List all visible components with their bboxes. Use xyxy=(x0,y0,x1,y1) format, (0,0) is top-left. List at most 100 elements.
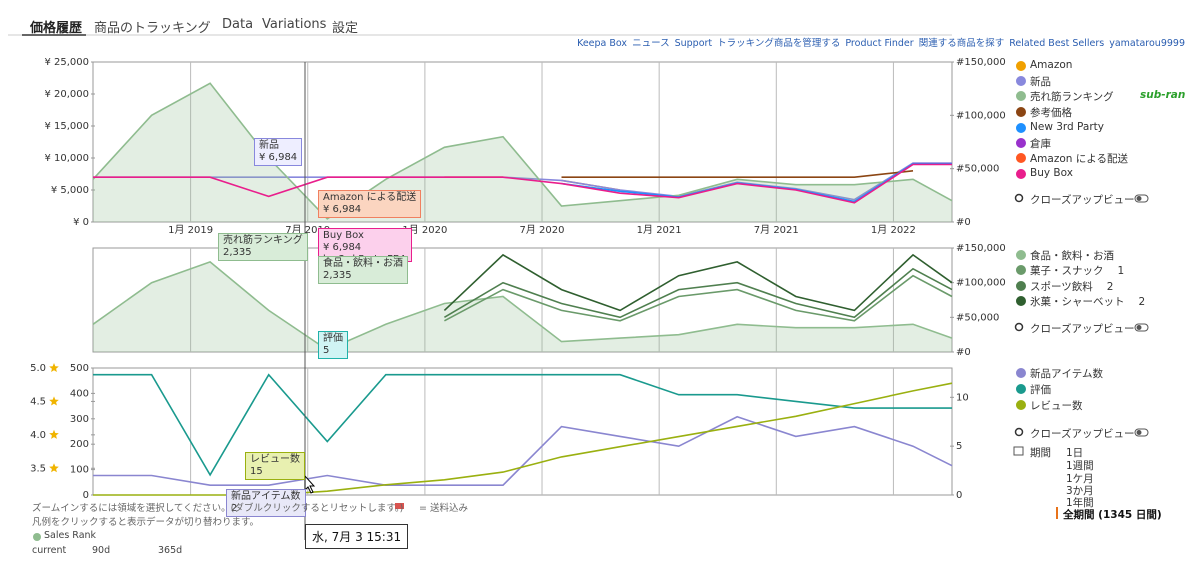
tooltip-label: Amazon による配送 xyxy=(323,192,417,203)
series-line xyxy=(93,162,952,201)
legend-item[interactable]: Amazon xyxy=(1030,59,1072,71)
top-link[interactable]: ニュース xyxy=(632,38,670,49)
top-link[interactable]: yamatarou9999 xyxy=(1109,38,1185,49)
crosshair-date: 水, 7月 3 15:31 xyxy=(305,524,409,549)
closeup-toggle[interactable]: クローズアップビュー xyxy=(1030,428,1135,440)
tooltip: Amazon による配送 ¥ 6,984 xyxy=(318,190,422,218)
tooltip-value: ¥ 6,984 xyxy=(323,204,362,215)
axis-tick-label: #50,000 xyxy=(956,312,999,323)
legend-dot xyxy=(1016,169,1026,179)
series-area xyxy=(93,261,952,352)
series-area xyxy=(93,83,952,222)
axis-tick-label: 0 xyxy=(83,490,89,501)
top-link[interactable]: Support xyxy=(674,38,713,49)
legend-item[interactable]: 評価 xyxy=(1030,382,1051,397)
legend-item[interactable]: Amazon による配送 xyxy=(1030,151,1128,166)
legend-item[interactable]: 参考価格 xyxy=(1030,105,1072,120)
tooltip: 新品アイテム数 2 xyxy=(226,489,306,517)
axis-tick-label: ¥ 10,000 xyxy=(44,153,89,164)
tab[interactable]: 商品のトラッキング xyxy=(94,21,211,36)
legend-label: 倉庫 xyxy=(1030,138,1051,150)
top-link[interactable]: Product Finder xyxy=(845,38,914,49)
series-line xyxy=(443,253,953,312)
x-tick-label: 1月 2022 xyxy=(871,224,916,236)
tooltip-label: 食品・飲料・お酒 xyxy=(323,258,403,269)
axis-tick-label: 500 xyxy=(70,363,89,374)
legend-item[interactable]: 売れ筋ランキング xyxy=(1030,89,1114,104)
axis-tick-label: ¥ 15,000 xyxy=(44,121,89,132)
series-line xyxy=(93,163,952,204)
closeup-toggle[interactable]: クローズアップビュー xyxy=(1030,194,1135,206)
legend-badge: 2 xyxy=(1138,296,1146,308)
search-icon xyxy=(1014,427,1024,437)
legend-item[interactable]: スポーツ飲料 2 xyxy=(1030,279,1113,294)
legend-item[interactable]: New 3rd Party xyxy=(1030,121,1104,133)
truck-icon xyxy=(395,503,404,509)
period-option[interactable]: 3か月 xyxy=(1066,485,1094,497)
period-option[interactable]: 1年間 xyxy=(1066,497,1094,509)
tab[interactable]: Data xyxy=(222,17,254,32)
period-option[interactable]: 1日 xyxy=(1066,447,1084,459)
series-line xyxy=(92,82,953,220)
top-link[interactable]: トラッキング商品を管理する xyxy=(717,38,841,49)
legend-note: 凡例をクリックすると表示データが切り替わります。 xyxy=(32,517,260,528)
top-link[interactable]: Keepa Box xyxy=(577,38,628,49)
period-option[interactable]: 1ケ月 xyxy=(1066,473,1094,485)
axis-tick-label: #100,000 xyxy=(956,110,1006,121)
sales-rank-column: 90d xyxy=(92,545,111,556)
legend-item[interactable]: 倉庫 xyxy=(1030,136,1051,151)
period-option[interactable]: 1週間 xyxy=(1066,460,1094,472)
legend-dot xyxy=(1016,400,1026,410)
axis-tick-label: #100,000 xyxy=(956,278,1006,289)
legend-item[interactable]: 新品アイテム数 xyxy=(1030,366,1103,381)
legend-item[interactable]: Buy Box xyxy=(1030,167,1073,179)
legend-badge: 2 xyxy=(1106,281,1114,293)
legend-item[interactable]: レビュー数 xyxy=(1030,398,1083,413)
x-tick-label: 1月 2021 xyxy=(637,224,682,236)
tooltip-label: レビュー数 xyxy=(250,454,300,465)
axis-tick-label: ¥ 20,000 xyxy=(44,89,89,100)
tab[interactable]: Variations xyxy=(262,17,327,32)
legend-dot xyxy=(1016,265,1026,275)
closeup-toggle[interactable]: クローズアップビュー xyxy=(1030,323,1135,335)
legend-dot xyxy=(1016,153,1026,163)
legend-dot xyxy=(1016,281,1026,291)
x-tick-label: 7月 2020 xyxy=(520,224,565,236)
period-option[interactable]: 全期間 (1345 日間) xyxy=(1063,509,1162,521)
legend-item[interactable]: 菓子・スナック 1 xyxy=(1030,263,1124,278)
axis-tick-label: ¥ 0 xyxy=(73,217,89,228)
axis-tick-label: #150,000 xyxy=(956,57,1006,68)
tooltip: 売れ筋ランキング 2,335 xyxy=(218,233,308,261)
legend-label: 食品・飲料・お酒 xyxy=(1030,250,1114,262)
tooltip-label: 評価 xyxy=(323,333,343,344)
axis-tick-label: #150,000 xyxy=(956,243,1006,254)
tab[interactable]: 価格履歴 xyxy=(30,21,83,36)
series-line xyxy=(561,170,914,178)
legend-item[interactable]: 新品 xyxy=(1030,74,1051,89)
top-link[interactable]: 関連する商品を探す xyxy=(918,38,1005,49)
toggle-knob xyxy=(1136,325,1142,330)
legend-label: 菓子・スナック xyxy=(1030,265,1104,277)
legend-dot xyxy=(1016,123,1026,133)
axis-tick-label: #0 xyxy=(956,347,971,358)
tooltip-label: 新品アイテム数 xyxy=(231,491,301,502)
search-icon xyxy=(1014,193,1024,203)
tab[interactable]: 設定 xyxy=(332,21,359,36)
legend-item[interactable]: 氷菓・シャーベット 2 xyxy=(1030,294,1145,309)
period-label: 期間 xyxy=(1030,447,1051,459)
period-active-bar xyxy=(1056,507,1058,519)
top-link[interactable]: Related Best Sellers xyxy=(1009,38,1105,49)
legend-label: 評価 xyxy=(1030,384,1051,396)
x-tick-label: 1月 2020 xyxy=(402,224,447,236)
legend-dot xyxy=(1016,107,1026,117)
zoom-note: ズームインするには領域を選択してください。(ダブルクリックするとリセットします。… xyxy=(32,503,404,514)
toggle-knob xyxy=(1136,430,1142,435)
axis-tick-label: 4.0 xyxy=(30,430,46,441)
legend-item[interactable]: 食品・飲料・お酒 xyxy=(1030,248,1114,263)
toggle-knob xyxy=(1136,196,1142,201)
legend-label: 氷菓・シャーベット xyxy=(1030,296,1125,308)
cursor-icon xyxy=(304,474,316,494)
axis-tick-label: ¥ 5,000 xyxy=(51,185,89,196)
